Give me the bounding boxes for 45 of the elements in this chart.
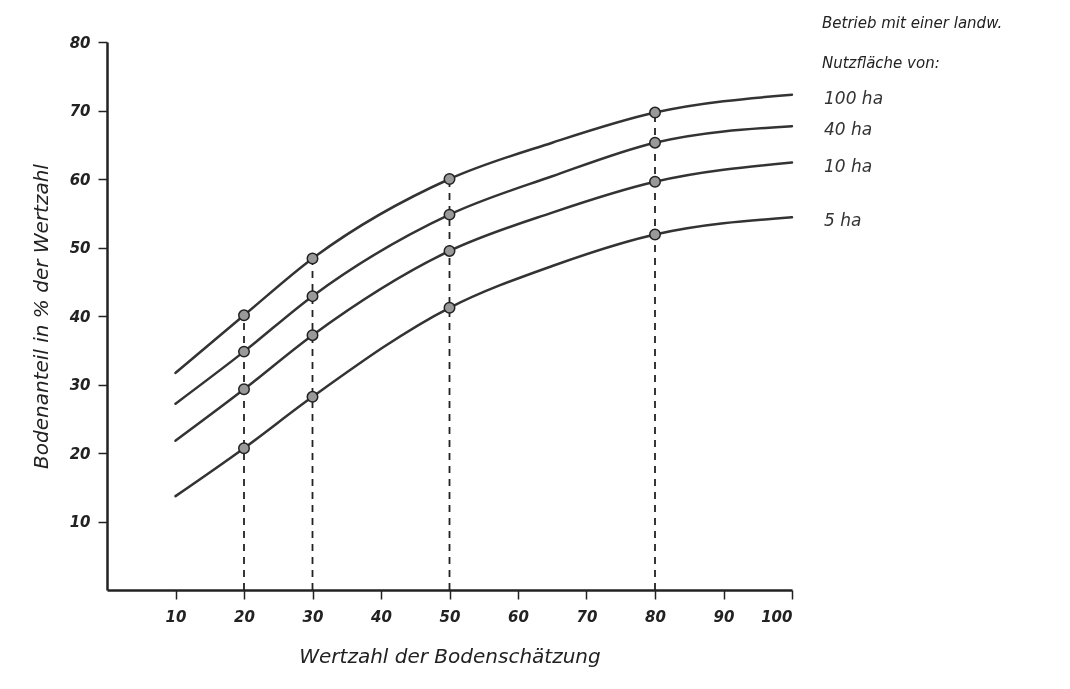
x-axis-title: Wertzahl der Bodenschätzung bbox=[299, 643, 601, 668]
y-tick-label: 60 bbox=[69, 170, 91, 189]
x-tick-label: 20 bbox=[234, 607, 255, 626]
series-label: 40 ha bbox=[824, 119, 873, 140]
point bbox=[649, 106, 661, 119]
x-tick-label: 40 bbox=[370, 607, 392, 626]
point bbox=[306, 390, 319, 403]
y-tick-label: 10 bbox=[69, 513, 91, 531]
line-series bbox=[174, 161, 794, 442]
point bbox=[443, 244, 456, 257]
point bbox=[649, 136, 661, 149]
series-label: 100 ha bbox=[824, 87, 884, 108]
x-tick-label: 10 bbox=[165, 607, 187, 626]
y-axis-title: Bodenanteil in % der Wertzahl bbox=[28, 163, 53, 469]
y-tick-label: 20 bbox=[69, 444, 91, 463]
x-tick-label: 30 bbox=[302, 607, 324, 626]
point bbox=[443, 173, 456, 185]
x-tick-label: 90 bbox=[713, 607, 735, 626]
point bbox=[649, 228, 661, 241]
point bbox=[238, 383, 250, 396]
point bbox=[649, 175, 661, 188]
point bbox=[238, 309, 250, 322]
point bbox=[306, 290, 319, 303]
line-series bbox=[174, 93, 794, 375]
x-tick-label: 60 bbox=[508, 607, 529, 626]
point bbox=[443, 208, 456, 221]
x-tick-label: 80 bbox=[645, 607, 666, 626]
y-tick-label: 80 bbox=[69, 33, 91, 52]
y-tick-label: 40 bbox=[68, 307, 91, 326]
series-label: 10 ha bbox=[824, 155, 873, 176]
x-tick-label: 100 bbox=[761, 607, 793, 626]
line-series bbox=[174, 125, 794, 405]
line-series bbox=[174, 216, 794, 498]
x-tick-label: 70 bbox=[576, 607, 598, 626]
point bbox=[238, 442, 250, 455]
y-tick-label: 50 bbox=[69, 239, 91, 257]
series-label: 5 ha bbox=[824, 210, 862, 231]
y-tick-label: 70 bbox=[69, 102, 91, 120]
point bbox=[443, 301, 456, 314]
y-tick-label: 30 bbox=[69, 376, 91, 394]
point bbox=[306, 329, 319, 342]
point bbox=[238, 345, 250, 358]
point bbox=[306, 252, 319, 265]
text: Betrieb mit einer landw. Nutzfläche von: bbox=[822, 14, 1003, 72]
x-tick-label: 50 bbox=[439, 607, 461, 626]
